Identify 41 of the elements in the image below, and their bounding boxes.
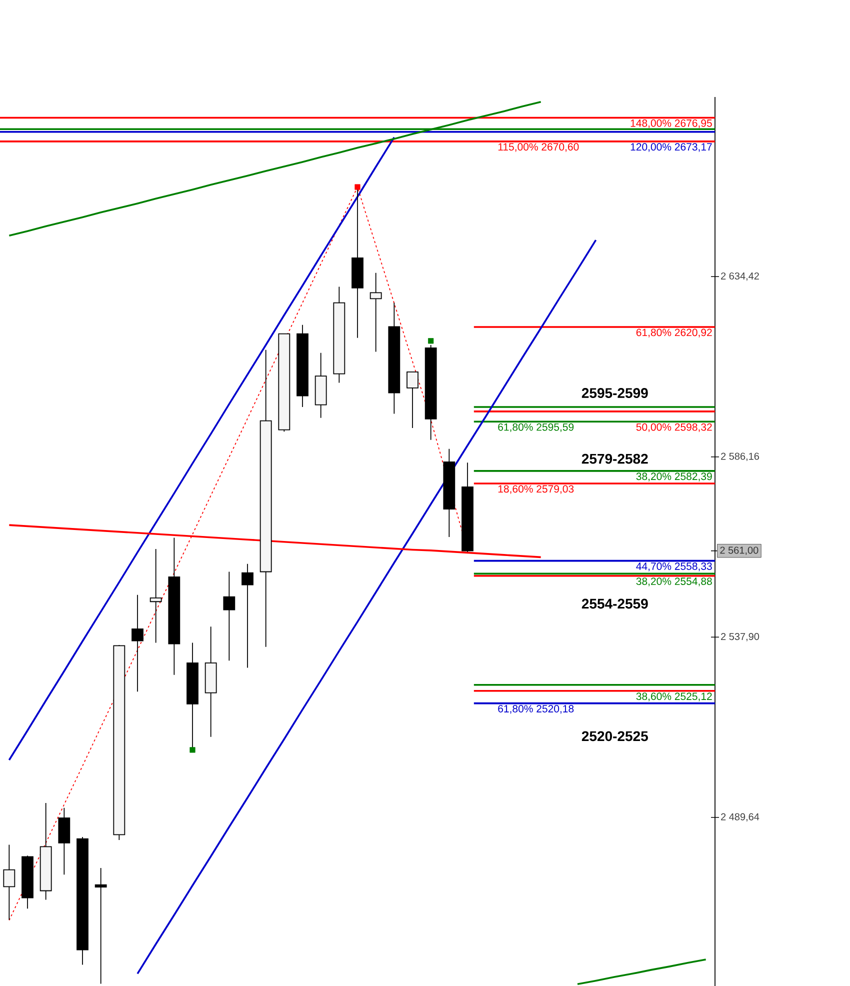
- candlestick: [370, 272, 382, 352]
- candlestick: [113, 644, 126, 840]
- ref-line-label: 115,00% 2670,60: [498, 143, 579, 152]
- ref-line-label: 61,80% 2520,18: [498, 705, 574, 714]
- candlestick: [3, 844, 16, 920]
- y-tick-label: 2 537,90: [721, 632, 760, 642]
- ref-line-label: 38,20% 2582,39: [636, 472, 712, 482]
- candlestick: [333, 286, 346, 384]
- ref-line-label: 18,60% 2579,03: [498, 485, 574, 494]
- candlestick: [314, 352, 327, 418]
- annotation: 2554-2559: [582, 598, 648, 609]
- point: [428, 338, 434, 344]
- ref-line-label: 61,80% 2620,92: [636, 328, 712, 338]
- candlestick: [242, 563, 254, 668]
- ref-line-label: 50,00% 2598,32: [636, 423, 712, 432]
- candlestick: [260, 349, 272, 648]
- candlestick: [94, 868, 107, 984]
- line-series: [576, 958, 707, 986]
- ref-line-label: 38,20% 2554,88: [636, 578, 712, 586]
- annotation: 2520-2525: [582, 731, 648, 742]
- candlestick: [150, 548, 162, 644]
- point: [354, 184, 360, 190]
- ref-line-label: 120,00% 2673,17: [630, 143, 712, 152]
- point: [190, 747, 196, 753]
- annotation: 2579-2582: [582, 454, 648, 464]
- ref-line-label: 44,70% 2558,33: [636, 562, 712, 572]
- y-tick-label: 2 561,00: [720, 546, 758, 555]
- candlestick: [132, 594, 144, 692]
- y-tick-label: 2 634,42: [721, 272, 759, 281]
- candlestick: [58, 807, 70, 876]
- y-tick-label: 2 489,64: [721, 813, 760, 822]
- ref-line-label: 148,00% 2676,95: [630, 119, 712, 128]
- candlestick: [223, 571, 236, 662]
- ref-line-label: 38,60% 2525,12: [636, 692, 712, 702]
- y-tick-label: 2 586,16: [721, 452, 760, 461]
- candlestick: [40, 802, 52, 900]
- candlestick: [406, 371, 418, 428]
- ref-line-label: 61,80% 2595,59: [498, 423, 574, 432]
- candlestick: [204, 626, 217, 738]
- candlestick: [278, 333, 290, 432]
- annotation: 2595-2599: [582, 388, 648, 398]
